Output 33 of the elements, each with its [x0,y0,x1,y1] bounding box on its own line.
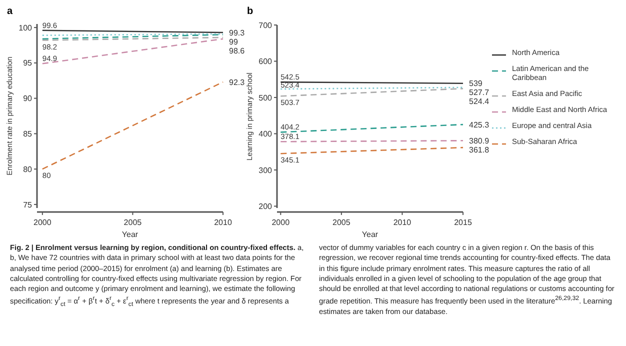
x-tick-label: 2010 [214,218,232,227]
y-tick-label: 500 [258,93,273,102]
data-label: 99.3 [229,28,246,38]
y-tick-label: 85 [23,129,33,138]
y-tick-label: 700 [258,20,273,30]
data-label: 527.7 [469,88,490,98]
x-tick-label: 2000 [272,218,290,227]
x-tick-label: 2010 [393,218,412,227]
x-tick-label: 2015 [454,218,472,227]
chart-title: b [247,6,254,17]
x-tick-label: 2005 [332,218,351,227]
data-label: 98.6 [229,46,246,56]
data-label: 524.4 [469,97,490,106]
x-tick-label: 2005 [124,218,142,227]
x-axis-title: Year [122,230,138,239]
y-tick-label: 80 [23,164,33,174]
data-label: 99 [229,37,238,46]
data-label: 539 [469,79,483,88]
data-label: 380.9 [469,136,490,146]
chart-title: a [7,6,13,17]
y-tick-label: 300 [258,166,273,175]
y-tick-label: 200 [258,202,273,211]
y-tick-label: 75 [23,200,33,210]
data-label: 425.3 [469,120,490,130]
y-tick-label: 90 [23,94,33,104]
y-tick-label: 400 [258,130,273,139]
y-tick-label: 95 [23,58,33,68]
y-tick-label: 100 [18,23,33,32]
data-label: 361.8 [469,145,490,154]
x-tick-label: 2000 [34,218,52,227]
x-axis-title: Year [362,230,378,239]
data-label: 92.3 [229,78,246,87]
y-tick-label: 600 [258,57,273,66]
